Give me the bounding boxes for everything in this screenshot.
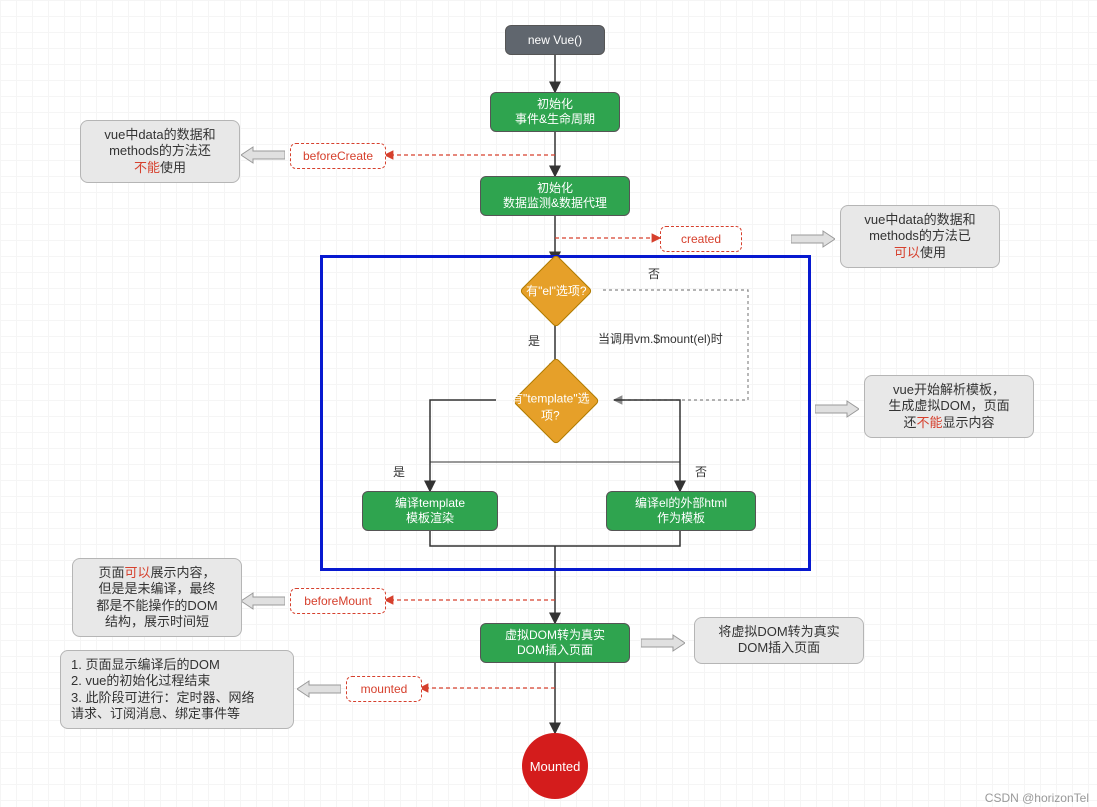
hook-beforemount: beforeMount <box>290 588 386 614</box>
label-tmpl-yes: 是 <box>393 463 405 480</box>
annot-created: vue中data的数据和 methods的方法已 可以使用 <box>840 205 1000 268</box>
arrow-left-icon <box>241 592 285 610</box>
label-tmpl-no: 否 <box>695 463 707 480</box>
hook-beforemount-label: beforeMount <box>304 594 371 609</box>
hook-created-label: created <box>681 232 721 247</box>
hook-beforecreate-label: beforeCreate <box>303 149 373 164</box>
node-init-events-l1: 初始化 <box>537 97 573 112</box>
node-init-events-l2: 事件&生命周期 <box>515 112 595 127</box>
arrow-right-icon <box>815 400 859 418</box>
node-vdom-mount-l1: 虚拟DOM转为真实 <box>505 628 605 643</box>
annot-vdom-side: 将虚拟DOM转为真实 DOM插入页面 <box>694 617 864 664</box>
arrow-right-icon <box>641 634 685 652</box>
node-start-label: new Vue() <box>528 33 582 48</box>
annot-beforecreate: vue中data的数据和 methods的方法还 不能使用 <box>80 120 240 183</box>
node-init-reactivity-l1: 初始化 <box>537 181 573 196</box>
node-compile-el: 编译el的外部html 作为模板 <box>606 491 756 531</box>
node-compile-template: 编译template 模板渲染 <box>362 491 498 531</box>
decision-has-el-label: 有"el"选项? <box>521 282 591 299</box>
node-compile-template-l1: 编译template <box>395 496 465 511</box>
annot-beforemount: 页面可以展示内容， 但是是未编译，最终 都是不能操作的DOM 结构，展示时间短 <box>72 558 242 637</box>
node-compile-template-l2: 模板渲染 <box>406 511 454 526</box>
node-init-reactivity-l2: 数据监测&数据代理 <box>503 196 607 211</box>
node-end-label: Mounted <box>530 759 581 774</box>
watermark: CSDN @horizonTel <box>985 791 1089 805</box>
hook-created: created <box>660 226 742 252</box>
annot-mounted: 1. 页面显示编译后的DOM 2. vue的初始化过程结束 3. 此阶段可进行：… <box>60 650 294 729</box>
label-el-yes: 是 <box>528 332 540 349</box>
hook-beforecreate: beforeCreate <box>290 143 386 169</box>
arrow-left-icon <box>241 146 285 164</box>
label-mount-wait: 当调用vm.$mount(el)时 <box>598 330 723 347</box>
node-init-reactivity: 初始化 数据监测&数据代理 <box>480 176 630 216</box>
node-compile-el-l1: 编译el的外部html <box>635 496 727 511</box>
annot-parse: vue开始解析模板， 生成虚拟DOM，页面 还不能显示内容 <box>864 375 1034 438</box>
decision-has-template-label: 有"template"选项? <box>508 390 592 424</box>
node-end: Mounted <box>522 733 588 799</box>
node-start: new Vue() <box>505 25 605 55</box>
node-vdom-mount: 虚拟DOM转为真实 DOM插入页面 <box>480 623 630 663</box>
node-init-events: 初始化 事件&生命周期 <box>490 92 620 132</box>
hook-mounted: mounted <box>346 676 422 702</box>
arrow-left-icon <box>297 680 341 698</box>
node-compile-el-l2: 作为模板 <box>657 511 705 526</box>
label-el-no: 否 <box>648 265 660 282</box>
arrow-right-icon <box>791 230 835 248</box>
node-vdom-mount-l2: DOM插入页面 <box>517 643 593 658</box>
hook-mounted-label: mounted <box>361 682 408 697</box>
